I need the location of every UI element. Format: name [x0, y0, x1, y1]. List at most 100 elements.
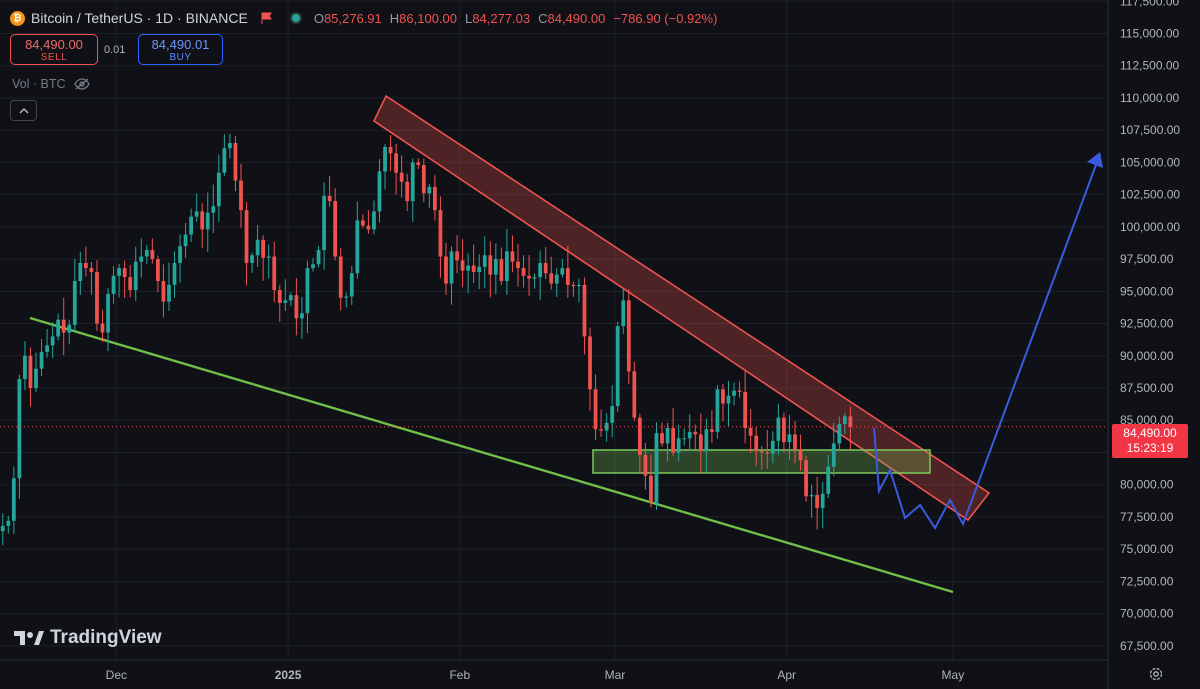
candle-body [333, 201, 338, 257]
descending-channel-band[interactable] [372, 94, 991, 522]
sell-label: SELL [40, 51, 68, 63]
candle-body [610, 406, 615, 423]
candle-body [61, 319, 66, 333]
candle-body [366, 225, 371, 230]
candle-body [427, 186, 432, 194]
candle-body [300, 313, 304, 319]
candle-body [582, 284, 587, 337]
candle-body [770, 440, 775, 454]
candle-body [593, 389, 598, 430]
flag-icon[interactable] [258, 9, 276, 27]
candle-body [261, 239, 266, 258]
candle-body [626, 300, 631, 372]
last-price-value: 84,490.00 [1123, 426, 1177, 440]
candle-series [0, 133, 853, 546]
candle-body [56, 319, 61, 337]
price-tick-label: 72,500.00 [1120, 574, 1174, 588]
candle-body [493, 259, 498, 275]
candle-body [831, 443, 836, 467]
candle-body [250, 255, 254, 263]
candle-body [178, 246, 182, 263]
candle-body [748, 427, 753, 436]
price-axis: 67,500.00 70,000.00 72,500.00 75,000.00 77,5… [1107, 0, 1180, 689]
buy-label: BUY [169, 51, 192, 63]
candle-body [322, 195, 326, 251]
candle-body [83, 262, 88, 269]
price-tick-label: 117,500.00 [1120, 0, 1179, 8]
candle-body [565, 268, 570, 285]
candle-body [444, 256, 448, 284]
candle-body [167, 284, 171, 302]
candle-body [266, 256, 271, 258]
buy-price: 84,490.01 [151, 36, 210, 52]
sell-button[interactable]: 84,490.00 SELL [10, 34, 98, 65]
candle-body [111, 275, 116, 294]
collapse-legend-button[interactable] [10, 100, 37, 121]
candle-body [482, 255, 487, 267]
candle-body [676, 438, 681, 453]
price-tick-label: 70,000.00 [1120, 607, 1174, 621]
price-tick-label: 77,500.00 [1120, 510, 1174, 524]
candle-body [471, 265, 476, 272]
price-tick-label: 107,500.00 [1120, 123, 1180, 137]
candle-body [6, 520, 11, 526]
candle-body [239, 180, 243, 211]
candle-body [516, 261, 520, 269]
candle-body [682, 438, 687, 440]
candle-body [39, 351, 44, 369]
candle-body [466, 265, 471, 271]
candle-body [693, 431, 698, 435]
candle-body [156, 259, 160, 282]
candle-body [405, 181, 410, 202]
price-tick-label: 90,000.00 [1120, 349, 1174, 363]
eye-off-icon[interactable] [73, 78, 90, 90]
candle-body [216, 172, 221, 207]
projection-path[interactable] [873, 153, 1101, 530]
chart-grid [0, 0, 1108, 660]
candle-body [11, 478, 16, 521]
volume-indicator-legend[interactable]: Vol · BTC [12, 77, 90, 91]
candle-body [826, 466, 831, 494]
candle-body [721, 389, 725, 404]
tradingview-logo[interactable]: TradingView [14, 627, 162, 649]
projection-arrowhead-icon [1087, 152, 1103, 168]
candle-body [327, 195, 332, 202]
candle-body [222, 148, 227, 173]
tradingview-logo-text: TradingView [50, 627, 162, 648]
candle-body [78, 262, 83, 282]
candle-body [588, 336, 592, 390]
candle-body [615, 326, 620, 407]
candle-body [660, 433, 664, 444]
symbol-title[interactable]: Bitcoin / TetherUS · 1D · BINANCE [31, 10, 248, 26]
candle-body [45, 345, 49, 352]
candle-body [654, 433, 659, 503]
candle-body [538, 262, 543, 278]
candle-body [820, 493, 825, 508]
candle-body [837, 424, 842, 444]
candle-body [798, 449, 803, 461]
time-tick-label: Dec [106, 668, 127, 682]
chart-header: ₿ Bitcoin / TetherUS · 1D · BINANCE O85,… [10, 9, 725, 27]
candle-body [637, 417, 642, 456]
candle-body [200, 211, 205, 230]
support-trendline[interactable] [29, 316, 954, 594]
candle-body [311, 264, 315, 269]
price-tick-label: 75,000.00 [1120, 542, 1174, 556]
gear-icon[interactable] [1148, 666, 1164, 682]
buy-button[interactable]: 84,490.01 BUY [138, 34, 223, 65]
candle-body [776, 417, 781, 441]
candle-body [665, 427, 670, 444]
ohlc-low: L84,277.03 [465, 10, 531, 26]
time-tick-label: Apr [777, 668, 796, 682]
candle-body [89, 268, 94, 272]
candle-body [294, 295, 299, 319]
candle-body [67, 324, 72, 333]
candle-body [604, 422, 609, 431]
tradingview-logo-icon [14, 629, 44, 647]
candle-body [505, 251, 509, 282]
time-tick-label: Feb [449, 668, 470, 682]
market-open-dot-icon[interactable] [289, 12, 302, 24]
ohlc-high: H86,100.00 [389, 10, 458, 26]
candle-body [433, 186, 437, 211]
